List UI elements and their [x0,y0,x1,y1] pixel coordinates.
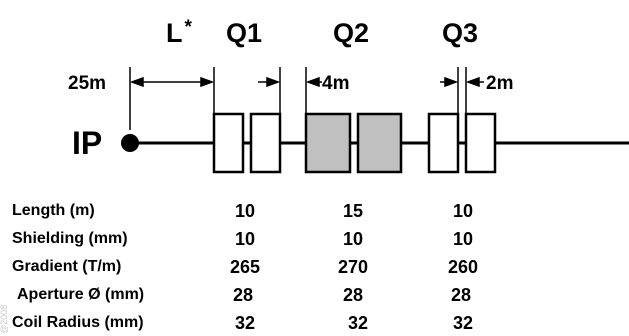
dimension-lines [129,67,467,130]
parameter-table: Length (m) 10 15 10 Shielding (mm) 10 10… [12,201,478,333]
q3-coil-radius-value: 32 [453,313,473,333]
row-label-length: Length (m) [12,202,95,219]
q3-magnet-a [427,112,460,174]
row-label-coil-radius: Coil Radius (mm) [12,314,144,331]
q1-gradient-value: 265 [230,257,260,277]
dimension-2m [440,76,484,88]
q3-magnets [427,112,497,174]
q2-gradient-value: 270 [338,257,368,277]
dimension-25m [129,76,215,88]
q2-magnets [304,112,403,174]
q2-label: Q2 [333,18,369,48]
q3-aperture-value: 28 [451,285,471,305]
q1-magnet-b [249,112,282,174]
l-star-label: L * [166,17,193,48]
row-label-gradient: Gradient (T/m) [12,258,121,275]
q1-magnet-a [212,112,245,174]
q2-magnet-a [304,112,352,174]
dimension-4m-label: 4m [322,73,349,94]
q1-length-value: 10 [235,201,255,221]
dimension-2m-label: 2m [486,73,513,94]
dimension-25m-label: 25m [68,73,106,94]
q1-shielding-value: 10 [235,229,255,249]
q1-label: Q1 [226,18,262,48]
q1-coil-radius-value: 32 [235,313,255,333]
q1-magnets [212,112,282,174]
q2-shielding-value: 10 [343,229,363,249]
dimension-4m [258,76,322,88]
q2-coil-radius-value: 32 [348,313,368,333]
ip-label: IP [72,125,102,161]
ip-point [121,134,139,152]
q1-aperture-value: 28 [233,285,253,305]
q2-length-value: 15 [343,201,363,221]
q3-label: Q3 [442,18,478,48]
q3-gradient-value: 260 [448,257,478,277]
q3-magnet-b [464,112,497,174]
row-label-aperture: Aperture Ø (mm) [17,286,144,303]
q2-aperture-value: 28 [343,285,363,305]
q3-shielding-value: 10 [453,229,473,249]
q2-magnet-b [356,112,403,174]
row-label-shielding: Shielding (mm) [12,230,128,247]
watermark: @2008 [0,305,9,334]
q3-length-value: 10 [453,201,473,221]
